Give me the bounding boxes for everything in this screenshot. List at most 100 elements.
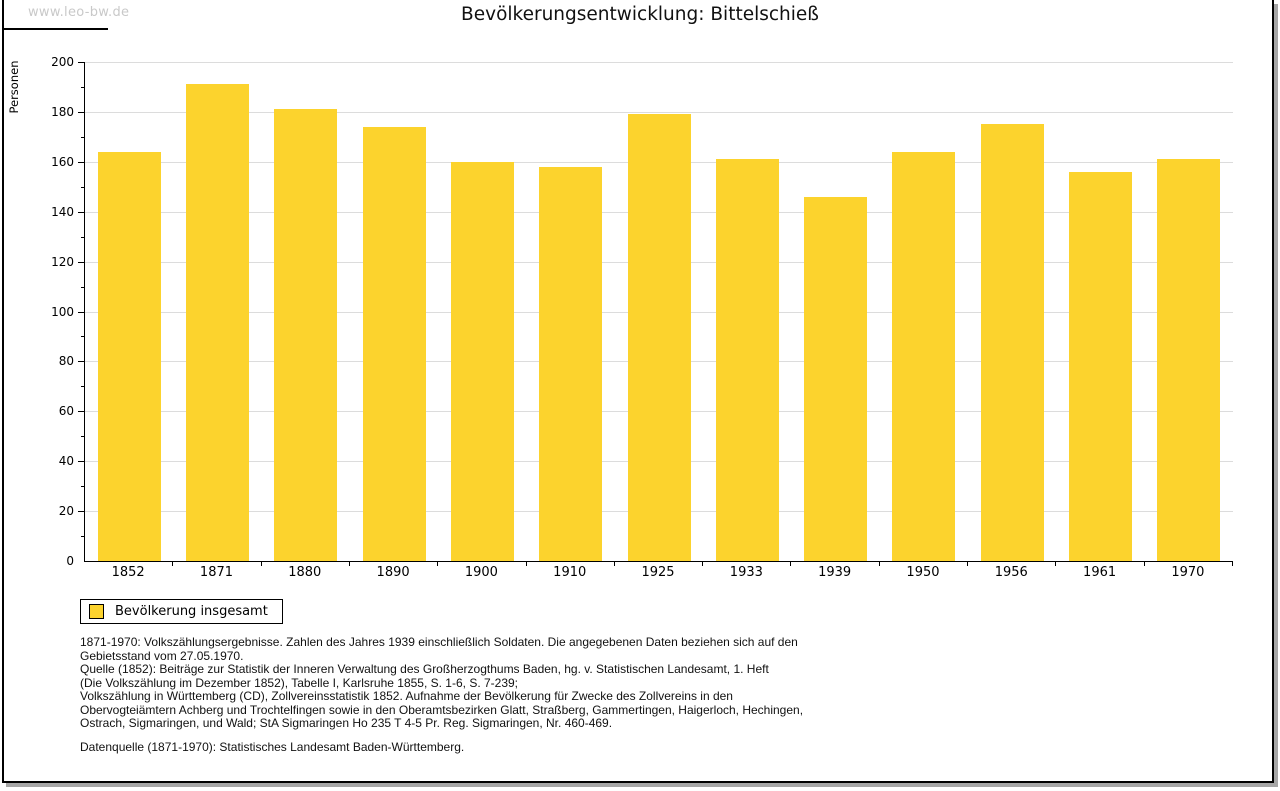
bar-1939	[804, 196, 868, 561]
x-boundary-tick-7	[702, 561, 704, 566]
x-boundary-tick-12	[1143, 561, 1145, 566]
x-tick-label-1871: 1871	[199, 565, 234, 580]
y-minor-tick-150	[81, 186, 84, 188]
bar-1933	[715, 159, 779, 561]
bar-1852	[97, 151, 161, 561]
x-boundary-tick-8	[790, 561, 792, 566]
legend: Bevölkerung insgesamt	[80, 599, 283, 624]
bar-cell-1910	[527, 62, 615, 561]
bar-cell-1900	[438, 62, 526, 561]
source-note-line-4: (Die Volkszählung im Dezember 1852), Tab…	[80, 675, 519, 690]
x-boundary-tick-5	[525, 561, 527, 566]
legend-swatch-icon	[89, 604, 104, 619]
y-major-tick-180	[78, 111, 84, 113]
bar-1910	[539, 166, 603, 561]
y-major-tick-100	[78, 311, 84, 313]
data-source-note: Datenquelle (1871-1970): Statistisches L…	[80, 740, 465, 754]
y-tick-label-60: 60	[58, 404, 74, 419]
site-watermark: www.leo-bw.de	[28, 5, 130, 20]
y-major-tick-200	[78, 62, 84, 63]
y-major-tick-40	[78, 461, 84, 463]
bar-cell-1933	[703, 62, 791, 561]
x-tick-label-1900: 1900	[464, 565, 498, 580]
source-note-line-3: Quelle (1852): Beiträge zur Statistik de…	[80, 662, 769, 676]
bar-1956	[980, 124, 1044, 561]
y-tick-label-160: 160	[51, 154, 74, 169]
y-minor-tick-90	[81, 336, 84, 338]
x-tick-label-1910: 1910	[553, 565, 587, 580]
x-tick-label-1933: 1933	[729, 565, 763, 580]
y-major-tick-140	[78, 211, 84, 213]
y-major-tick-20	[78, 511, 84, 513]
y-tick-label-180: 180	[51, 104, 74, 119]
x-boundary-tick-11	[1055, 561, 1057, 566]
y-minor-tick-170	[81, 136, 84, 138]
y-major-tick-160	[78, 161, 84, 163]
bar-1950	[892, 151, 956, 561]
bar-cell-1970	[1145, 62, 1233, 561]
y-minor-tick-70	[81, 386, 84, 388]
plot-area	[78, 62, 1233, 566]
y-minor-tick-130	[81, 236, 84, 238]
bar-1890	[362, 126, 426, 561]
y-tick-label-120: 120	[51, 254, 74, 269]
bar-cell-1961	[1056, 62, 1144, 561]
bar-cell-1871	[173, 62, 261, 561]
x-boundary-tick-3	[348, 561, 350, 566]
x-tick-label-1852: 1852	[111, 565, 145, 580]
y-minor-tick-10	[81, 536, 84, 538]
x-tick-label-1950: 1950	[906, 565, 940, 580]
gridline-200	[85, 62, 1233, 63]
source-note-line-7: Ostrach, Sigmaringen, und Wald; StA Sigm…	[80, 716, 613, 730]
x-tick-label-1939: 1939	[818, 565, 852, 580]
bar-cell-1939	[792, 62, 880, 561]
bar-cell-1956	[968, 62, 1056, 561]
source-note-line-1: 1871-1970: Volkszählungsergebnisse. Zahl…	[80, 635, 798, 649]
bar-cell-1890	[350, 62, 438, 561]
x-boundary-tick-1	[172, 561, 174, 566]
y-major-tick-60	[78, 411, 84, 413]
bar-1900	[450, 161, 514, 561]
x-tick-label-1925: 1925	[641, 565, 675, 580]
y-tick-label-100: 100	[51, 304, 74, 319]
bar-cell-1852	[85, 62, 173, 561]
bar-1880	[274, 109, 338, 561]
bar-cell-1950	[880, 62, 968, 561]
x-boundary-tick-10	[967, 561, 969, 566]
y-tick-label-200: 200	[51, 55, 74, 69]
bar-1961	[1069, 171, 1133, 561]
bar-cell-1880	[262, 62, 350, 561]
y-major-tick-120	[78, 261, 84, 263]
legend-label: Bevölkerung insgesamt	[115, 604, 268, 619]
x-boundary-tick-2	[260, 561, 262, 566]
y-minor-tick-110	[81, 286, 84, 288]
y-major-tick-80	[78, 361, 84, 363]
source-note-line-2: Gebietsstand vom 27.05.1970.	[80, 648, 244, 663]
gridline-180	[85, 111, 1233, 113]
chart-title: Bevölkerungsentwicklung: Bittelschieß	[461, 4, 819, 25]
x-boundary-tick-9	[878, 561, 880, 566]
bar-1925	[627, 114, 691, 561]
source-note-line-6: Obervogteiämtern Achberg und Trochtelfin…	[80, 702, 804, 717]
y-tick-label-20: 20	[58, 504, 74, 519]
bar-series	[85, 62, 1233, 561]
y-tick-label-0: 0	[66, 554, 74, 568]
x-tick-label-1970: 1970	[1171, 565, 1205, 580]
source-note: 1871-1970: Volkszählungsergebnisse. Zahl…	[80, 635, 920, 731]
bar-cell-1925	[615, 62, 703, 561]
y-tick-label-140: 140	[51, 204, 74, 219]
x-tick-label-1880: 1880	[288, 565, 322, 580]
x-boundary-tick-6	[613, 561, 615, 566]
x-boundary-tick-4	[437, 561, 439, 566]
source-note-line-5: Volkszählung in Württemberg (CD), Zollve…	[80, 689, 733, 703]
y-minor-tick-30	[81, 486, 84, 488]
bar-1871	[185, 84, 249, 561]
x-boundary-tick-13	[1232, 561, 1233, 566]
x-axis-tick-labels: 1852 1871 1880 1890 1900 1910 1925 1933 1939 1950…	[84, 565, 1232, 580]
bar-1970	[1157, 159, 1221, 561]
y-tick-label-80: 80	[58, 354, 74, 369]
y-minor-tick-190	[81, 86, 84, 88]
x-tick-label-1890: 1890	[376, 565, 410, 580]
frame-top-rule	[2, 28, 108, 30]
